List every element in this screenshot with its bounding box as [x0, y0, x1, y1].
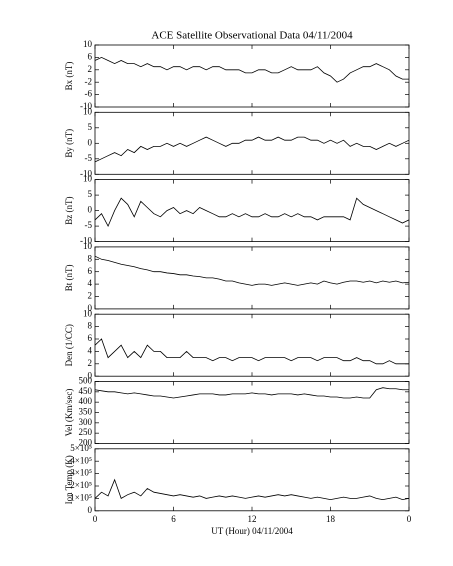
y-tick-label: 300: [79, 417, 93, 427]
data-line: [94, 136, 410, 163]
y-tick-label: 0: [88, 137, 93, 147]
y-tick-label: -6: [85, 89, 93, 99]
y-tick-label: 250: [79, 427, 93, 437]
y-tick-label: 6: [88, 51, 93, 61]
y-tick-label: 2: [88, 64, 93, 74]
data-line: [94, 56, 409, 83]
y-axis-label: Vel (Km/sec): [64, 389, 74, 437]
y-tick-label: 10: [83, 241, 93, 251]
data-line: [94, 197, 410, 228]
y-tick-label: 450: [79, 386, 93, 396]
y-tick-label: -10: [80, 168, 92, 178]
data-line: [94, 255, 410, 286]
y-axis-label: Bx (nT): [64, 62, 74, 91]
plot-frame: [94, 179, 410, 243]
y-tick-label: 10: [83, 174, 93, 184]
y-tick-label: 0: [88, 205, 93, 215]
y-tick-label: 4: [88, 278, 93, 288]
plot-frame: [94, 381, 410, 444]
y-tick-label: 2: [88, 291, 93, 301]
y-axis-label: Ion Temp (K): [64, 455, 74, 504]
y-tick-label: 10: [83, 106, 93, 116]
y-tick-label: 2: [88, 358, 93, 368]
y-tick-label: -2: [85, 76, 93, 86]
data-line: [94, 387, 409, 399]
y-tick-label: 4×10⁵: [70, 455, 92, 465]
x-tick-label: 0: [407, 514, 412, 524]
data-line: [94, 478, 410, 501]
x-tick-label: 12: [248, 514, 257, 524]
y-tick-label: 0: [88, 370, 93, 380]
y-tick-label: 5×10⁵: [70, 443, 92, 453]
data-line: [94, 338, 409, 365]
y-tick-label: 10: [83, 39, 93, 49]
y-tick-label: 0: [88, 505, 93, 515]
y-tick-label: 4: [88, 345, 93, 355]
plot-frame: [94, 246, 410, 310]
plot-frame: [94, 111, 410, 175]
y-tick-label: 5: [88, 122, 93, 132]
y-tick-label: 2×10⁵: [70, 480, 92, 490]
y-tick-label: -10: [80, 236, 92, 246]
y-tick-label: -5: [85, 220, 93, 230]
y-tick-label: 0: [88, 303, 93, 313]
x-axis-label: UT (Hour) 04/11/2004: [211, 526, 293, 536]
x-tick-label: 18: [326, 514, 336, 524]
y-tick-label: 350: [79, 407, 93, 417]
y-tick-label: 8: [88, 253, 93, 263]
y-tick-label: 6: [88, 333, 93, 343]
y-tick-label: 10: [83, 308, 93, 318]
y-tick-label: 8: [88, 321, 93, 331]
y-tick-label: 5: [88, 189, 93, 199]
y-axis-label: By (nT): [64, 129, 74, 158]
y-tick-label: 500: [79, 376, 93, 386]
plot-frame: [94, 44, 410, 108]
y-tick-label: 400: [79, 396, 93, 406]
y-tick-label: -10: [80, 101, 92, 111]
x-tick-label: 6: [171, 514, 176, 524]
y-tick-label: 1×10⁵: [70, 492, 92, 502]
plot-frame: [94, 448, 410, 512]
y-tick-label: 3×10⁵: [70, 468, 92, 478]
chart-title: ACE Satellite Observational Data 04/11/2…: [151, 30, 353, 42]
y-tick-label: -5: [85, 153, 93, 163]
x-tick-label: 0: [93, 514, 98, 524]
y-tick-label: 200: [79, 438, 93, 448]
y-axis-label: Bz (nT): [64, 196, 74, 224]
y-axis-label: Den (1/CC): [64, 324, 74, 366]
plot-frame: [94, 313, 410, 377]
y-tick-label: 6: [88, 266, 93, 276]
y-axis-label: Bt (nT): [64, 265, 74, 292]
